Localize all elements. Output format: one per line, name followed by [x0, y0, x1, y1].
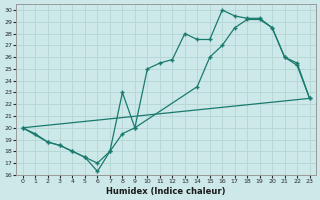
- X-axis label: Humidex (Indice chaleur): Humidex (Indice chaleur): [106, 187, 226, 196]
